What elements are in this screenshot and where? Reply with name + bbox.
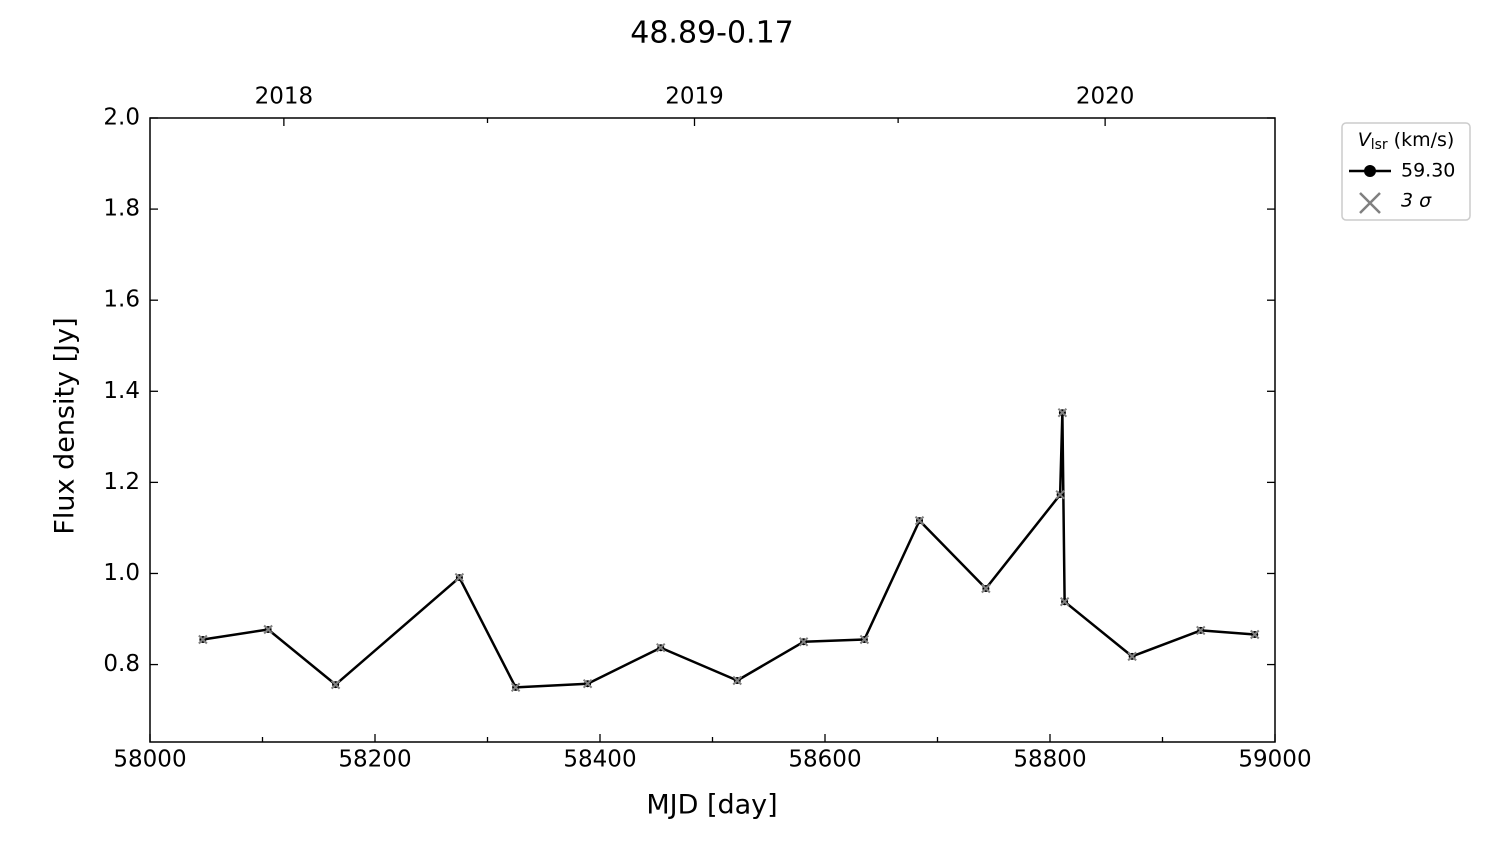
- sigma-marker: [582, 678, 593, 689]
- y-tick-label: 1.0: [103, 560, 140, 586]
- sigma-marker: [859, 634, 870, 645]
- sigma-marker: [510, 682, 521, 693]
- sigma-marker: [1196, 625, 1206, 636]
- legend-label: 3 σ: [1401, 190, 1432, 212]
- sigma-marker: [1127, 651, 1137, 662]
- sigma-marker: [914, 515, 925, 526]
- y-tick-label: 1.4: [103, 378, 140, 404]
- sigma-marker: [198, 634, 208, 645]
- y-axis-label: Flux density [Jy]: [50, 317, 81, 534]
- sigma-marker: [330, 679, 341, 690]
- x-tick-label: 58600: [788, 747, 861, 773]
- sigma-marker: [981, 583, 991, 594]
- sigma-marker: [1250, 629, 1260, 640]
- sigma-marker: [263, 624, 273, 635]
- y-tick-label: 1.8: [103, 196, 140, 222]
- sigma-marker: [656, 643, 666, 653]
- y-tick-label: 0.8: [103, 651, 140, 677]
- legend: Vlsr (km/s): [1341, 122, 1471, 221]
- plot-frame: [149, 117, 1276, 743]
- x2-tick-label: 2019: [665, 84, 724, 110]
- x2-tick-label: 2018: [255, 84, 314, 110]
- x-axis-label: MJD [day]: [646, 790, 777, 821]
- sigma-marker: [1055, 489, 1065, 500]
- sigma-marker: [798, 637, 809, 647]
- x-tick-label: 58000: [113, 747, 186, 773]
- x-tick-label: 58400: [563, 747, 636, 773]
- legend-title: Vlsr (km/s): [1358, 129, 1455, 154]
- legend-sigma-marker: [1359, 192, 1381, 214]
- sigma-marker: [732, 675, 742, 686]
- x-tick-label: 58200: [338, 747, 411, 773]
- sigma-marker: [1059, 597, 1070, 607]
- sigma-marker: [1057, 407, 1068, 418]
- x-tick-label: 59000: [1238, 747, 1311, 773]
- legend-label: 59.30: [1401, 160, 1455, 182]
- y-tick-label: 1.6: [103, 287, 140, 313]
- x2-tick-label: 2020: [1076, 84, 1135, 110]
- legend-box: [1341, 122, 1471, 221]
- sigma-marker: [454, 572, 465, 583]
- series-line: [202, 411, 1255, 689]
- y-tick-label: 2.0: [103, 105, 140, 131]
- chart-title: 48.89-0.17: [630, 16, 794, 51]
- x-tick-label: 58800: [1013, 747, 1086, 773]
- legend-marker: [1364, 165, 1376, 177]
- y-tick-label: 1.2: [103, 469, 140, 495]
